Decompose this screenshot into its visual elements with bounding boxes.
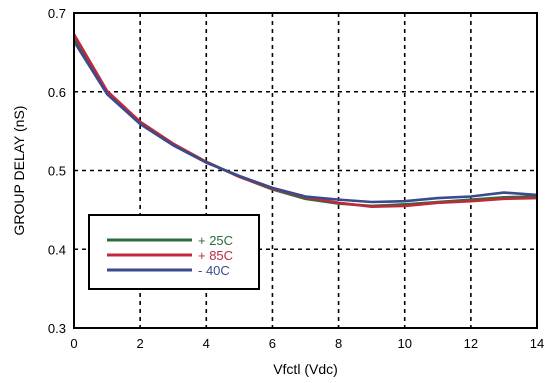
tick-labels: 0 2 4 6 8 10 12 14 0.3 0.4 0.5 0.6 0.7 xyxy=(48,6,544,351)
y-tick-label: 0.5 xyxy=(48,164,66,179)
legend: + 25C+ 85C- 40C xyxy=(88,214,260,290)
x-tick-label: 8 xyxy=(335,336,342,351)
y-tick-label: 0.7 xyxy=(48,6,66,21)
legend-label-2: - 40C xyxy=(198,263,230,278)
x-tick-label: 0 xyxy=(70,336,77,351)
grid-lines xyxy=(74,13,537,328)
x-tick-label: 12 xyxy=(464,336,478,351)
legend-label-0: + 25C xyxy=(198,233,233,248)
legend-box xyxy=(88,214,260,290)
series-lines xyxy=(72,33,538,209)
x-tick-label: 2 xyxy=(137,336,144,351)
legend-label-1: + 85C xyxy=(198,248,233,263)
x-tick-label: 4 xyxy=(203,336,210,351)
y-tick-label: 0.3 xyxy=(48,321,66,336)
plot-frame xyxy=(73,12,538,329)
series-line-2 xyxy=(72,40,538,204)
y-tick-label: 0.4 xyxy=(48,242,66,257)
x-tick-label: 6 xyxy=(269,336,276,351)
x-axis-label: Vfctl (Vdc) xyxy=(273,361,338,377)
x-tick-label: 10 xyxy=(397,336,411,351)
y-tick-label: 0.6 xyxy=(48,85,66,100)
x-tick-label: 14 xyxy=(530,336,544,351)
y-axis-label: GROUP DELAY (nS) xyxy=(11,106,27,236)
